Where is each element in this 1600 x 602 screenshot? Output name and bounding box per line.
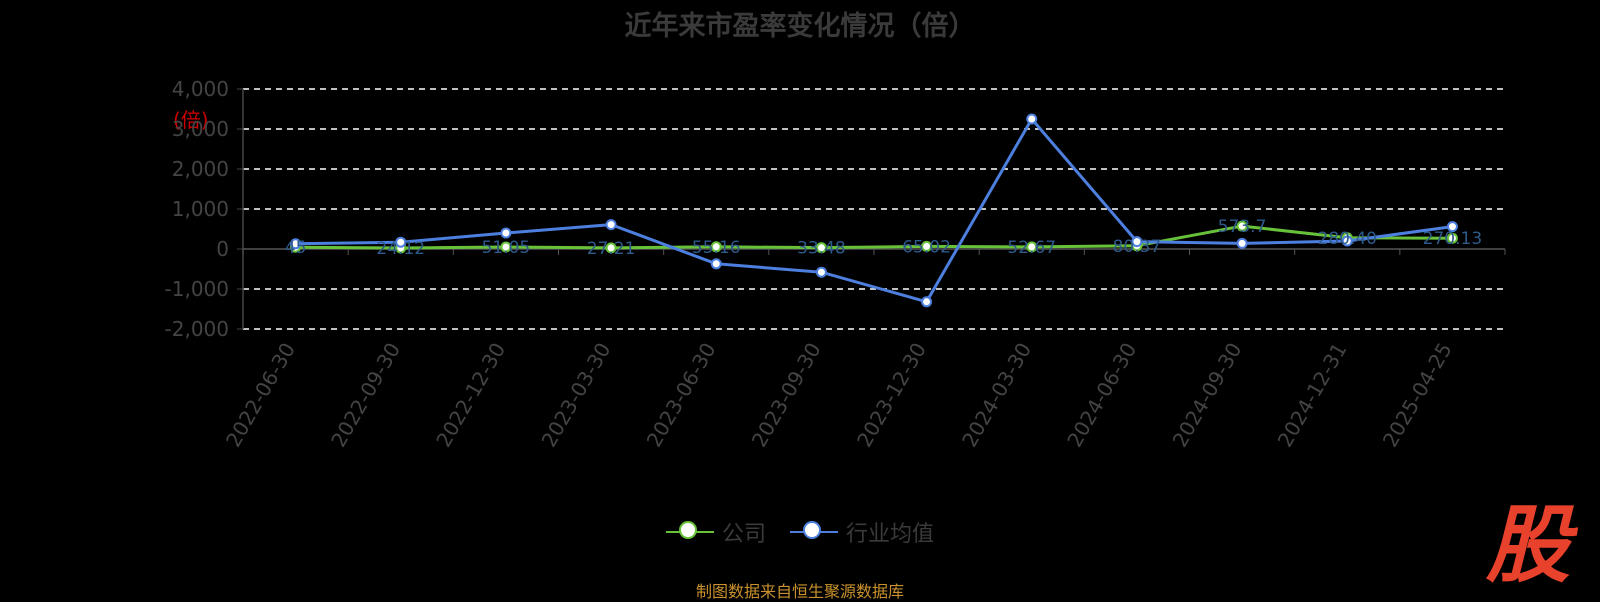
legend-item-company[interactable]: 公司: [665, 516, 766, 548]
series-line-0: [295, 224, 1453, 250]
legend-label-industry-average: 行业均值: [846, 522, 935, 547]
x-tick-label: 2022-12-30: [431, 338, 510, 451]
chart-title: 近年来市盈率变化情况（倍）: [624, 11, 976, 42]
x-tick-label: 2023-06-30: [642, 339, 721, 452]
x-tick-label: 2024-12-31: [1273, 339, 1352, 452]
data-point: [710, 241, 722, 253]
y-tick-label: 4,000: [172, 77, 229, 101]
data-point: [1236, 237, 1248, 249]
x-tick-label: 2022-09-30: [326, 339, 405, 452]
y-tick-label: 3,000: [172, 117, 229, 141]
y-axis-label: (倍): [173, 108, 209, 132]
data-point: [1446, 232, 1458, 244]
data-point: [500, 241, 512, 253]
data-point: [815, 266, 827, 278]
series-lines: [290, 113, 1458, 308]
data-label: 65.02: [902, 237, 951, 257]
data-label: 55.16: [692, 238, 741, 258]
grid-lines: [243, 88, 1505, 330]
legend-item-industry-average[interactable]: 行业均值: [790, 516, 934, 548]
svg-text:股: 股: [1485, 496, 1578, 586]
x-tick-label: 2023-12-30: [852, 338, 931, 451]
data-point: [1341, 235, 1353, 247]
data-point: [605, 219, 617, 231]
data-label: 573.7: [1218, 217, 1267, 237]
data-point: [921, 296, 933, 308]
data-label: 80.37: [1113, 237, 1162, 257]
data-point: [1026, 113, 1038, 125]
data-point: [290, 238, 302, 250]
source-note: 制图数据来自恒生聚源数据库: [695, 582, 904, 601]
data-label: 52.67: [1007, 238, 1056, 258]
legend-label-company: 公司: [721, 522, 766, 547]
data-point: [710, 258, 722, 270]
data-label: 24.12: [376, 239, 425, 259]
x-tick-label: 2022-06-30: [221, 339, 300, 452]
y-tick-label: -2,000: [165, 317, 229, 341]
series-line-1: [295, 117, 1453, 304]
axes: -2,000 -1,000 0 1,000 2,000 3,000 4,000 2022-06…: [165, 77, 1506, 452]
x-tick-label: 2024-06-30: [1062, 339, 1141, 452]
data-label: 270.13: [1423, 229, 1482, 249]
data-point: [921, 240, 933, 252]
legend-swatch-company: [665, 521, 714, 542]
data-label: 51.05: [482, 238, 531, 258]
data-point: [500, 227, 512, 239]
y-tick-label: -1,000: [165, 277, 229, 301]
x-tick-label: 2023-03-30: [537, 339, 616, 452]
data-label: 27.21: [587, 239, 636, 259]
line-chart: -2,000 -1,000 0 1,000 2,000 3,000 4,000 2022-06…: [165, 77, 1506, 452]
y-tick-label: 0: [216, 237, 229, 261]
data-point: [605, 242, 617, 254]
legend: 公司 行业均值: [0, 516, 1600, 548]
x-tick-label: 2023-09-30: [747, 339, 826, 452]
x-tick-label: 2025-04-25: [1378, 339, 1457, 452]
y-tick-label: 1,000: [172, 197, 229, 221]
data-point: [1026, 241, 1038, 253]
data-point: [395, 236, 407, 248]
logo-icon: 股: [1485, 496, 1578, 586]
data-label: 45: [285, 238, 307, 258]
x-tick-label: 2024-09-30: [1168, 339, 1247, 452]
data-label: 33.48: [797, 239, 846, 259]
legend-swatch-industry-average: [790, 521, 838, 542]
y-tick-label: 2,000: [172, 157, 229, 181]
data-label: 280.40: [1318, 229, 1377, 249]
data-labels: 45 24.12 51.05 27.21 55.16 33.48 65.02 52.67 80.…: [285, 217, 1482, 259]
data-point: [815, 242, 827, 254]
data-point: [1131, 236, 1143, 248]
data-point: [1446, 221, 1458, 233]
data-point: [1236, 220, 1248, 232]
x-tick-label: 2024-03-30: [957, 339, 1036, 452]
